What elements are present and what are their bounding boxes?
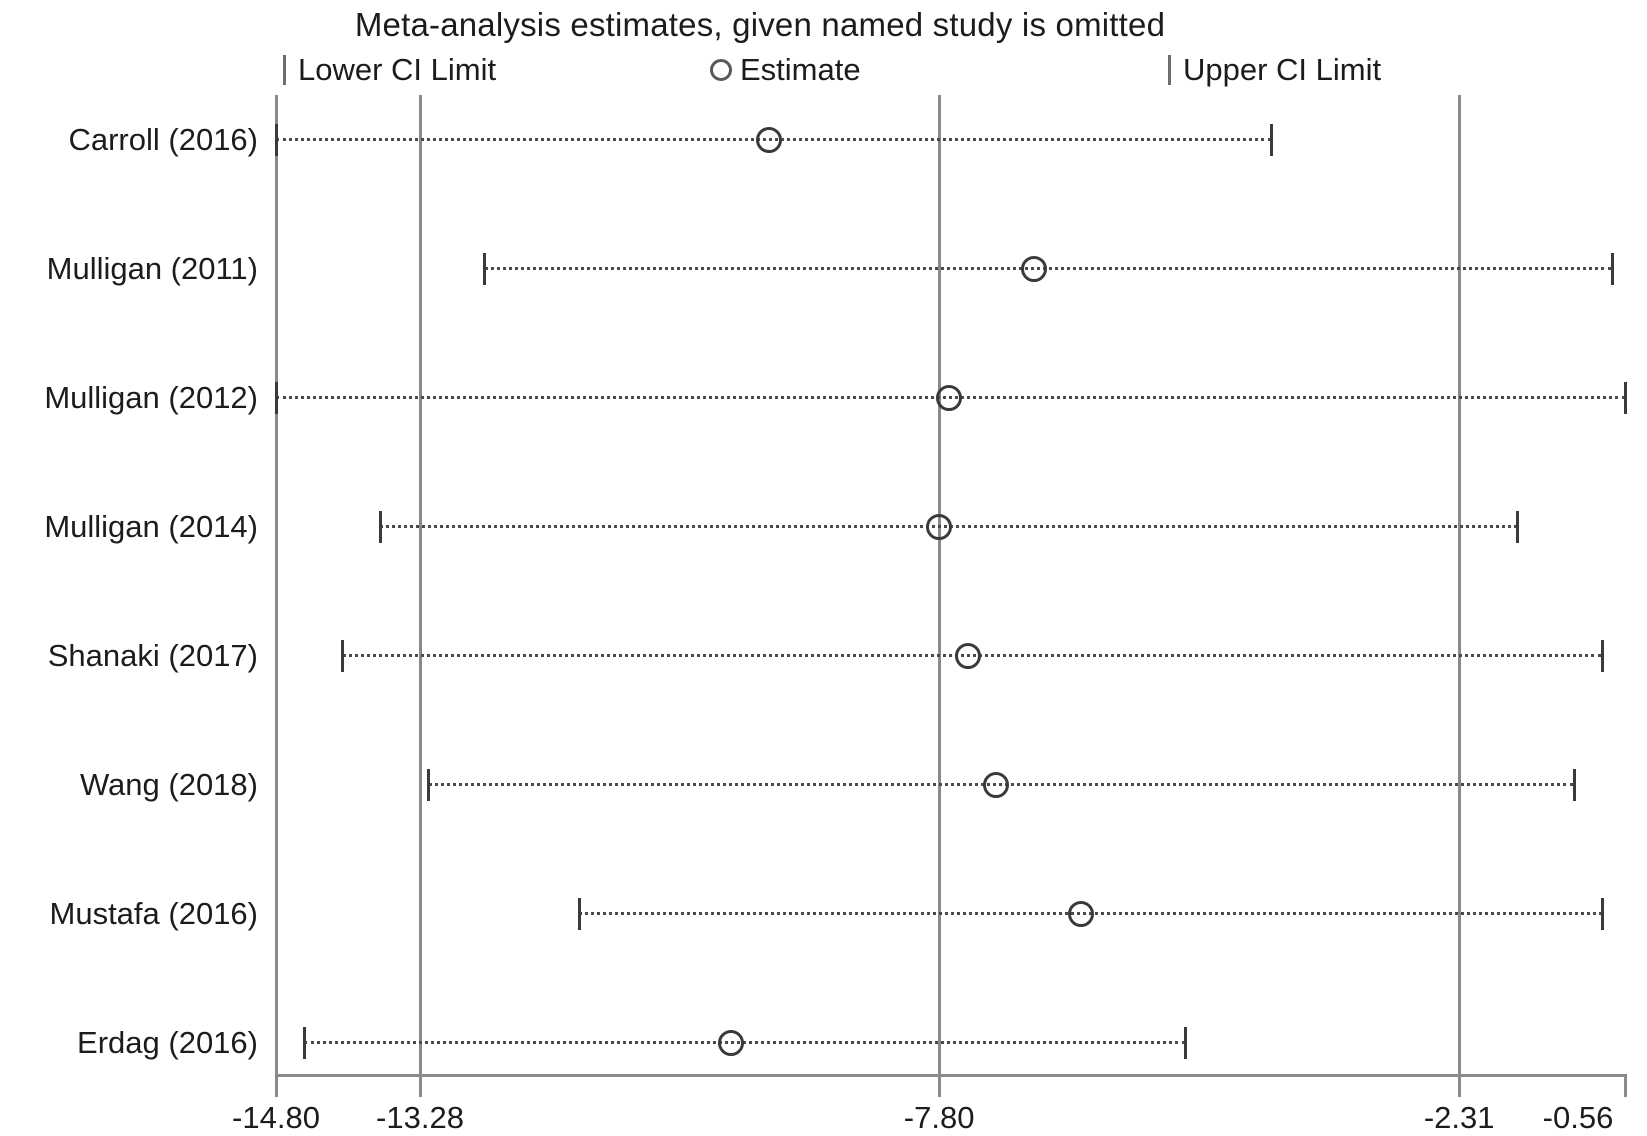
- lower-ci-tick: [275, 124, 278, 156]
- legend-label-estimate: Estimate: [740, 52, 861, 87]
- lower-ci-tick: [578, 898, 582, 930]
- x-axis-tick: [1458, 1074, 1462, 1097]
- chart-title: Meta-analysis estimates, given named stu…: [354, 6, 1166, 43]
- upper-ci-tick-icon: [1168, 55, 1171, 85]
- estimate-circle-icon: [710, 59, 732, 81]
- x-axis-tick: [938, 1074, 942, 1097]
- lower-ci-tick: [426, 769, 430, 801]
- legend-item-upper-ci: Upper CI Limit: [1168, 50, 1381, 90]
- x-axis-tick: [418, 1074, 422, 1097]
- study-label: Shanaki (2017): [47, 638, 258, 673]
- lower-ci-tick: [303, 1027, 307, 1059]
- upper-ci-tick: [1624, 382, 1627, 414]
- lower-ci-tick-icon: [283, 55, 286, 85]
- x-tick-label: -14.80: [232, 1100, 320, 1135]
- x-tick-label: -13.28: [376, 1100, 464, 1135]
- estimate-marker: [954, 643, 981, 669]
- upper-ci-tick: [1601, 898, 1605, 930]
- x-axis-line: [276, 1074, 1627, 1077]
- lower-ci-tick: [275, 382, 278, 414]
- gridline: [418, 95, 422, 1097]
- study-label: Mulligan (2011): [46, 251, 258, 286]
- study-label: Carroll (2016): [68, 122, 258, 157]
- upper-ci-tick: [1601, 640, 1605, 672]
- legend-label-upper-ci: Upper CI Limit: [1183, 52, 1382, 87]
- ci-interval-line: [304, 1041, 1186, 1044]
- legend-item-estimate: Estimate: [710, 50, 861, 90]
- lower-ci-tick: [379, 511, 383, 543]
- lower-ci-tick: [341, 640, 345, 672]
- upper-ci-tick: [1269, 124, 1273, 156]
- estimate-marker: [982, 772, 1009, 798]
- gridline: [1458, 95, 1462, 1097]
- legend-label-lower-ci: Lower CI Limit: [298, 52, 497, 87]
- y-axis-line: [275, 95, 278, 1097]
- ci-interval-line: [484, 267, 1612, 270]
- study-label: Erdag (2016): [77, 1025, 258, 1060]
- gridline: [938, 95, 942, 1097]
- x-axis-tick: [1624, 1074, 1627, 1097]
- estimate-marker: [755, 127, 782, 153]
- estimate-marker: [717, 1030, 744, 1056]
- study-label: Mulligan (2012): [44, 380, 258, 415]
- estimate-marker: [935, 385, 962, 411]
- lower-ci-tick: [483, 253, 487, 285]
- legend-item-lower-ci: Lower CI Limit: [283, 50, 496, 90]
- x-tick-label: -0.56: [1542, 1100, 1614, 1135]
- study-label: Wang (2018): [79, 767, 258, 802]
- study-label: Mulligan (2014): [44, 509, 258, 544]
- upper-ci-tick: [1184, 1027, 1188, 1059]
- estimate-marker: [1020, 256, 1047, 282]
- study-label: Mustafa (2016): [49, 896, 259, 931]
- upper-ci-tick: [1516, 511, 1519, 543]
- estimate-marker: [1068, 901, 1095, 927]
- legend: Lower CI Limit Estimate Upper CI Limit: [0, 50, 1647, 90]
- upper-ci-tick: [1572, 769, 1576, 801]
- x-tick-label: -7.80: [903, 1100, 975, 1135]
- upper-ci-tick: [1610, 253, 1614, 285]
- x-tick-label: -2.31: [1423, 1100, 1495, 1135]
- estimate-marker: [926, 514, 953, 540]
- x-axis-tick: [275, 1074, 278, 1097]
